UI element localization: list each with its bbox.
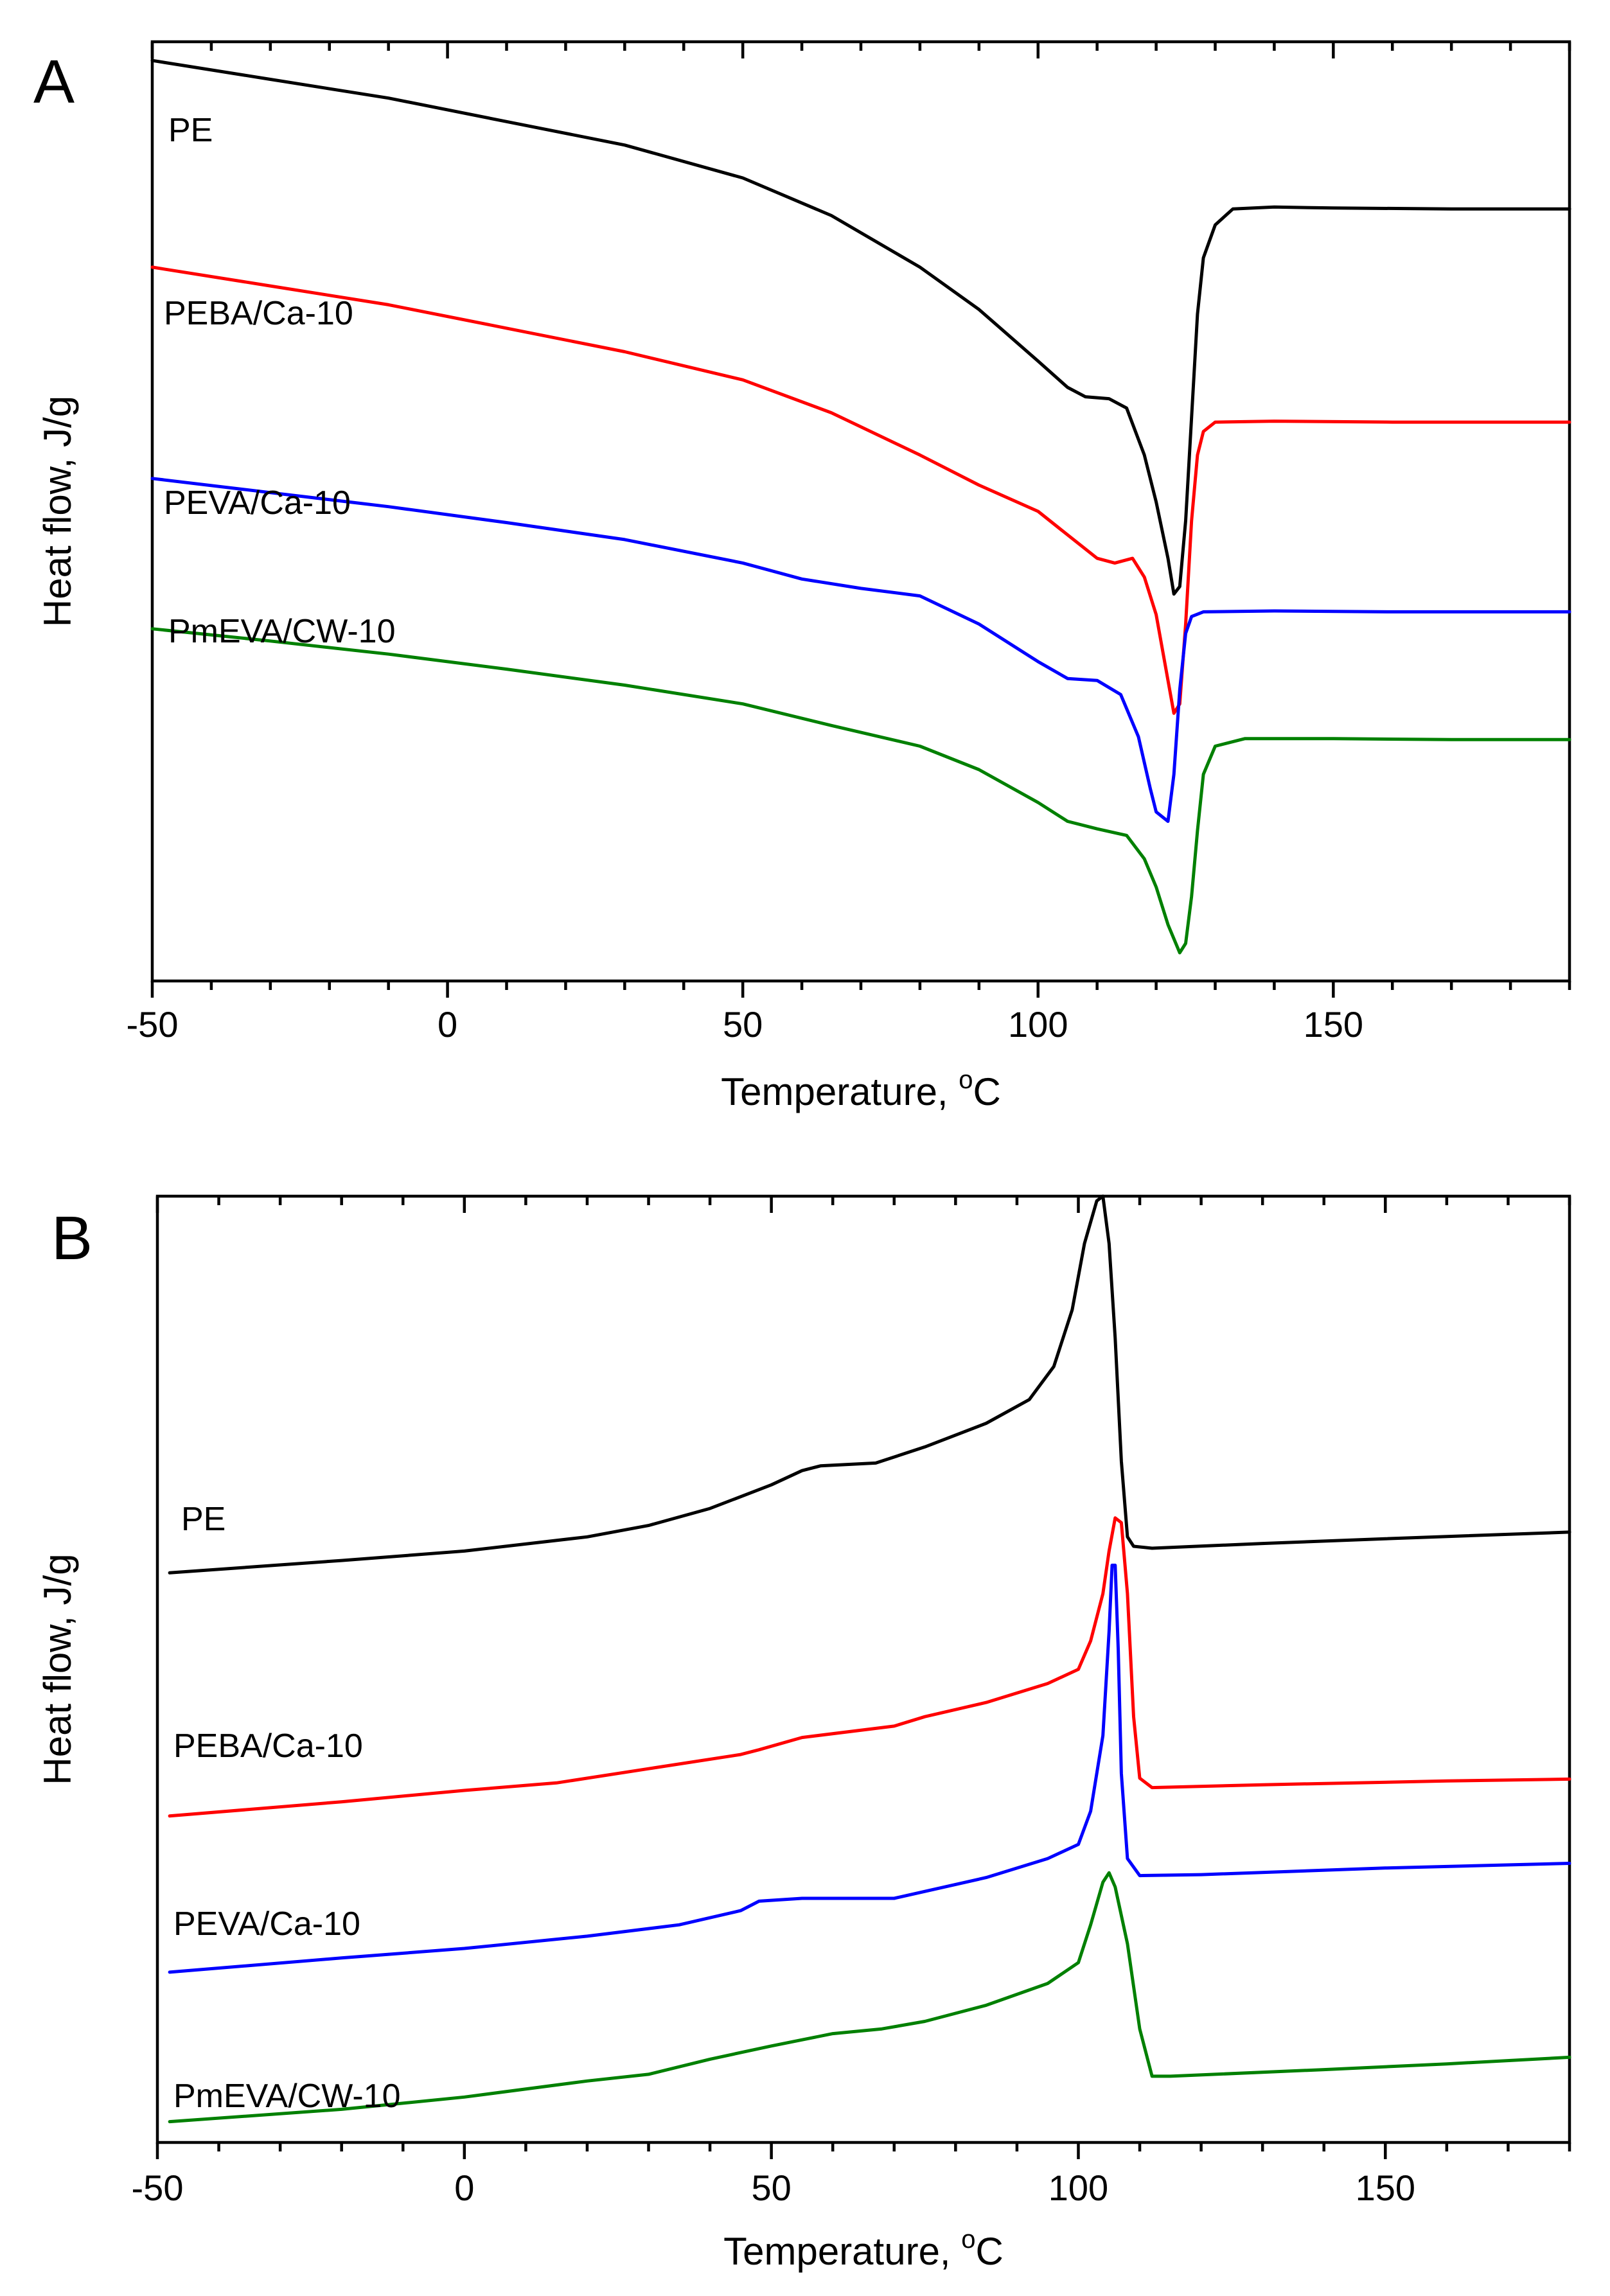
panel-b: -50 0 50 100 150 Temperature, oC Heat flow, J/… <box>36 1194 1571 2273</box>
x-axis-title-text: Temperature, <box>721 1070 959 1113</box>
series-label: PmEVA/CW-10 <box>168 613 396 650</box>
x-tick-label: 50 <box>723 1004 763 1045</box>
x-ticks <box>150 42 1571 998</box>
series-line-pmeva-cw-10 <box>168 1871 1571 2124</box>
x-axis-title-text: Temperature, <box>723 2230 961 2273</box>
series-line-pmeva-cw-10 <box>150 627 1571 955</box>
x-tick-label: -50 <box>127 1004 179 1045</box>
x-axis-title: Temperature, oC <box>723 2225 1004 2273</box>
series-line-pe <box>150 58 1571 596</box>
y-axis-title: Heat flow, J/g <box>36 396 79 627</box>
series-line-peba-ca-10 <box>168 1516 1571 1818</box>
series-line-pe <box>168 1194 1571 1575</box>
x-tick-label: 50 <box>752 2168 792 2208</box>
x-tick-label: 100 <box>1008 1004 1068 1045</box>
series-label: PEBA/Ca-10 <box>173 1727 363 1765</box>
series-label: PE <box>181 1501 226 1538</box>
x-tick-label: -50 <box>132 2168 184 2208</box>
series-label: PmEVA/CW-10 <box>173 2078 401 2115</box>
series-line-peba-ca-10 <box>150 265 1571 715</box>
degree-symbol: o <box>961 2225 975 2254</box>
x-tick-label: 100 <box>1048 2168 1108 2208</box>
plot-frame <box>155 1194 1571 2144</box>
x-axis-unit: C <box>976 2230 1004 2273</box>
series-line-peva-ca-10 <box>150 477 1571 823</box>
panel-letter: B <box>51 1204 93 1273</box>
x-tick-label: 0 <box>438 1004 457 1045</box>
series-label: PE <box>168 112 213 149</box>
degree-symbol: o <box>959 1066 973 1094</box>
series-label: PEVA/Ca-10 <box>173 1905 360 1943</box>
x-axis-unit: C <box>973 1070 1001 1113</box>
y-axis-title: Heat flow, J/g <box>36 1553 79 1785</box>
x-tick-label: 0 <box>454 2168 474 2208</box>
panel-letter: A <box>33 48 75 116</box>
x-ticks <box>155 1196 1571 2159</box>
x-axis-title: Temperature, oC <box>721 1066 1001 1113</box>
panel-a: -50 0 50 100 150 Temperature, oC Heat flow, J/… <box>33 40 1571 1113</box>
x-tick-label: 150 <box>1356 2168 1415 2208</box>
series-line-peva-ca-10 <box>168 1564 1571 1974</box>
series-label: PEBA/Ca-10 <box>164 295 353 332</box>
x-tick-label: 150 <box>1304 1004 1363 1045</box>
series-label: PEVA/Ca-10 <box>164 484 351 522</box>
